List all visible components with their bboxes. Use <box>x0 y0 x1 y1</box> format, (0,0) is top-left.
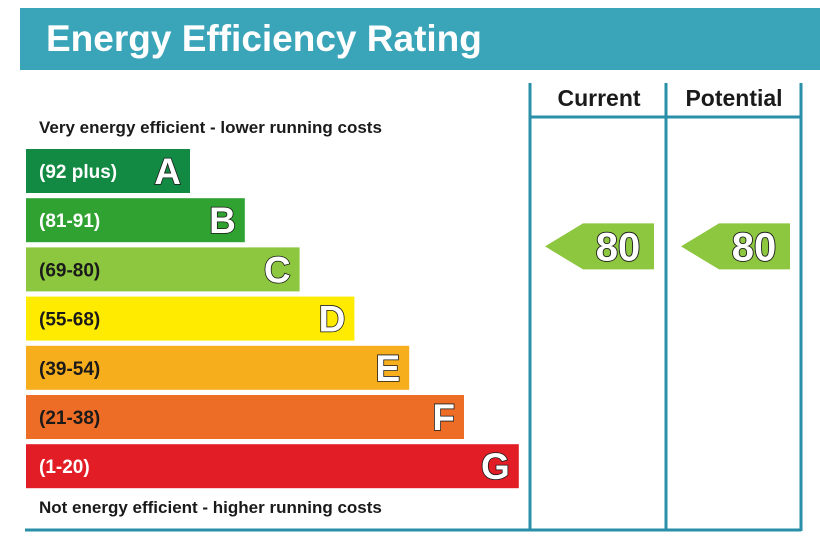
band-a-range: (92 plus) <box>39 162 117 183</box>
band-d-letter: D <box>319 299 346 340</box>
band-c-range: (69-80) <box>39 260 100 281</box>
band-a-bar <box>26 149 190 193</box>
caption-inefficient: Not energy efficient - higher running co… <box>39 498 382 517</box>
potential-rating-value: 80 <box>732 225 777 269</box>
column-header-current: Current <box>557 85 641 111</box>
band-d-range: (55-68) <box>39 310 100 331</box>
band-e-range: (39-54) <box>39 359 100 380</box>
caption-efficient: Very energy efficient - lower running co… <box>39 118 382 137</box>
band-b-bar <box>26 198 245 243</box>
current-rating-value: 80 <box>596 225 641 269</box>
column-header-potential: Potential <box>685 85 783 111</box>
band-e-letter: E <box>376 348 401 389</box>
band-g-range: (1-20) <box>39 457 90 478</box>
band-f-range: (21-38) <box>39 408 100 429</box>
band-f-letter: F <box>432 397 455 438</box>
band-c-bar <box>26 247 300 292</box>
title-bar: Energy Efficiency Rating <box>20 8 820 70</box>
band-g-bar <box>26 444 519 489</box>
potential-rating-arrow <box>681 223 790 270</box>
band-b-range: (81-91) <box>39 211 100 232</box>
rating-arrows: 80 80 <box>545 223 790 270</box>
chart-title: Energy Efficiency Rating <box>46 18 482 59</box>
band-a-letter: A <box>154 151 181 192</box>
band-c-letter: C <box>264 249 291 290</box>
band-g-letter: G <box>481 446 510 487</box>
band-e-bar <box>26 345 410 390</box>
band-f-bar <box>26 395 464 439</box>
rating-bands: (92 plus) A (81-91) B (69-80) C (55-68) D (39-54… <box>26 149 519 489</box>
current-rating-arrow <box>545 223 654 270</box>
band-b-letter: B <box>209 200 236 241</box>
rating-frame <box>25 83 803 532</box>
band-d-bar <box>26 296 355 341</box>
